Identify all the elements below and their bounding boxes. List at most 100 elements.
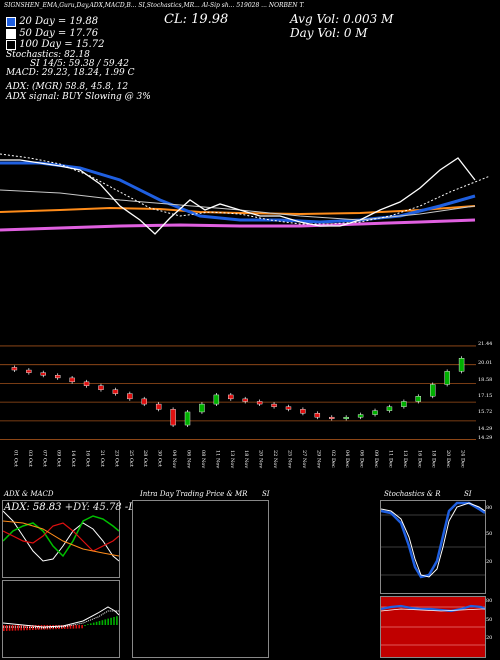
- price-tick: 14.29: [478, 435, 493, 441]
- ema50-text: 50 Day = 17.76: [19, 28, 99, 39]
- si-axis: 80 50 20: [486, 598, 492, 641]
- candle: [155, 403, 162, 410]
- candle: [444, 371, 450, 385]
- date-tick: 30 Oct: [157, 450, 163, 467]
- macd-bar: [98, 621, 101, 625]
- macd-bar: [72, 625, 75, 629]
- candle: [242, 398, 248, 402]
- date-tick: 21 Oct: [99, 450, 105, 467]
- date-tick: 03 Oct: [27, 450, 33, 467]
- candle: [256, 401, 263, 405]
- date-tick: 06 Nov: [186, 450, 192, 468]
- date-tick: 08 Nov: [200, 450, 206, 468]
- macd-bar: [8, 625, 11, 631]
- di-plus-line: [3, 515, 119, 558]
- avg-volume-label: Avg Vol: 0.003 M: [290, 12, 394, 26]
- adx-signal: ADX signal: BUY Slowing @ 3%: [6, 92, 151, 102]
- candle: [372, 410, 378, 415]
- date-tick: 22 Nov: [272, 450, 278, 468]
- date-tick: 25 Oct: [128, 450, 134, 467]
- candle: [40, 372, 46, 376]
- date-tick: 02 Dec: [330, 450, 336, 468]
- si-tick: 50: [486, 617, 493, 623]
- dip-legend-value: +DY: 45.78: [64, 502, 122, 513]
- price-tick: 15.72: [478, 409, 493, 415]
- si-tick: 80: [486, 598, 493, 604]
- si-tick: 20: [486, 635, 493, 641]
- macd-bar: [84, 625, 86, 626]
- date-tick: 09 Dec: [373, 450, 379, 468]
- candle: [271, 403, 277, 407]
- date-tick: 06 Dec: [359, 450, 365, 468]
- candle: [329, 416, 335, 419]
- adx-legend-value: ADX: 58.83: [4, 502, 62, 513]
- date-tick: 09 Oct: [56, 450, 62, 467]
- date-tick: 16 Oct: [85, 450, 91, 467]
- candle: [458, 358, 465, 372]
- macd-bar: [11, 625, 14, 631]
- stoch-tick: 80: [486, 505, 493, 511]
- date-tick: 07 Oct: [41, 450, 47, 467]
- macd-bar: [55, 625, 57, 630]
- adx-value: ADX: (MGR) 58.8, 45.8, 12: [6, 82, 129, 92]
- macd-line: [3, 606, 119, 628]
- candle: [314, 413, 321, 418]
- date-tick: 13 Dec: [402, 450, 408, 468]
- price-tick: 14.29: [478, 426, 493, 432]
- date-tick: 18 Nov: [243, 450, 249, 468]
- candle: [54, 375, 61, 379]
- macd-bar: [63, 625, 66, 629]
- date-tick: 28 Oct: [142, 450, 148, 467]
- date-axis: 01 Oct 03 Oct 07 Oct 09 Oct 14 Oct 16 Oct 21 O…: [12, 450, 466, 468]
- date-tick: 23 Oct: [113, 450, 119, 467]
- date-tick: 04 Dec: [344, 450, 350, 468]
- stoch-axis: 80 50 20: [486, 505, 492, 565]
- candle: [184, 411, 191, 426]
- stoch-tick: 20: [486, 559, 493, 565]
- macd-bar: [5, 625, 8, 631]
- si-line: [381, 604, 485, 613]
- si-panel: [380, 596, 486, 658]
- stoch-si-label: SI: [464, 490, 472, 498]
- macd-signal-line: [3, 610, 119, 629]
- candle: [430, 384, 436, 397]
- price-tick: 21.44: [478, 341, 493, 347]
- ema50-swatch: [6, 28, 16, 39]
- macd-bar: [69, 625, 72, 629]
- close-line: [0, 157, 476, 235]
- candle: [401, 401, 407, 407]
- macd-panel: [2, 580, 120, 658]
- price-tick: 20.01: [478, 360, 493, 366]
- candle: [213, 394, 220, 405]
- ema20-swatch: [6, 16, 16, 27]
- ema20-label: 20 Day = 19.88: [6, 16, 98, 27]
- candle: [98, 385, 104, 390]
- date-tick: 29 Nov: [315, 450, 321, 468]
- date-tick: 11 Nov: [214, 450, 220, 468]
- intra-si-label: SI: [262, 490, 270, 498]
- date-tick: 24 Dec: [460, 450, 466, 468]
- candle: [199, 403, 205, 413]
- macd-bar: [20, 625, 22, 631]
- price-tick: 17.15: [478, 393, 493, 399]
- candle: [11, 367, 18, 371]
- macd-bar: [14, 625, 17, 631]
- macd-bar: [95, 621, 98, 625]
- macd-bar: [32, 625, 34, 630]
- stoch-d-line: [381, 502, 485, 578]
- macd-bar: [75, 625, 78, 629]
- adx-panel: [2, 500, 120, 578]
- macd-bar: [101, 620, 104, 625]
- si-signal-line: [381, 608, 485, 612]
- intra-title: Intra Day Trading Price & MR: [140, 490, 248, 498]
- macd-bar: [37, 625, 40, 630]
- si-value: SI 14/5: 59.38 / 59.42: [30, 59, 129, 69]
- macd-bar: [110, 617, 112, 625]
- candle: [343, 416, 349, 419]
- candle: [170, 409, 176, 426]
- date-tick: 20 Dec: [445, 450, 451, 468]
- price-axis: 21.44 20.01 18.58 17.15 15.72 14.29 14.2…: [478, 336, 500, 446]
- ema-grey-line: [0, 189, 476, 221]
- macd-bar: [87, 624, 89, 625]
- macd-bar: [90, 623, 92, 625]
